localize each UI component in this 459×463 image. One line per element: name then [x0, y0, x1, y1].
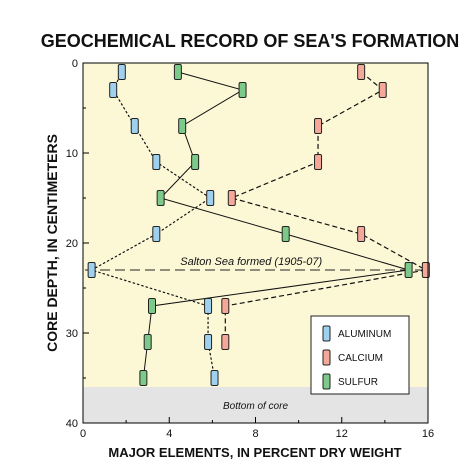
- data-point-aluminum: [87, 262, 96, 278]
- bottom-of-core-annotation: Bottom of core: [223, 401, 288, 412]
- x-tick-label: 4: [166, 428, 172, 440]
- data-point-sulfur: [143, 334, 152, 350]
- y-tick-label: 20: [66, 238, 78, 250]
- y-tick-label: 10: [66, 148, 78, 160]
- chart-title: GEOCHEMICAL RECORD OF SEA'S FORMATION: [41, 31, 459, 51]
- data-point-aluminum: [152, 226, 161, 242]
- salton-sea-annotation: Salton Sea formed (1905-07): [180, 256, 322, 268]
- data-point-sulfur: [139, 370, 148, 386]
- data-point-aluminum: [117, 64, 126, 80]
- y-tick-label: 30: [66, 328, 78, 340]
- data-point-calcium: [314, 154, 323, 170]
- data-point-calcium: [314, 118, 323, 134]
- y-tick-label: 40: [66, 418, 78, 430]
- x-axis-label: MAJOR ELEMENTS, IN PERCENT DRY WEIGHT: [108, 445, 401, 460]
- data-point-sulfur: [173, 64, 182, 80]
- y-tick-label: 0: [72, 58, 78, 70]
- data-point-calcium: [378, 82, 387, 98]
- data-point-sulfur: [156, 190, 165, 206]
- data-point-aluminum: [206, 190, 215, 206]
- data-point-sulfur: [191, 154, 200, 170]
- legend-swatch-aluminum: [322, 325, 331, 342]
- data-point-calcium: [221, 298, 230, 314]
- data-point-sulfur: [148, 298, 156, 314]
- legend-label-aluminum: ALUMINUM: [338, 329, 391, 340]
- data-point-calcium: [357, 64, 366, 80]
- series-line-aluminum: [90, 71, 216, 379]
- data-point-calcium: [221, 334, 230, 350]
- data-point-aluminum: [152, 154, 161, 170]
- data-point-sulfur: [281, 226, 290, 242]
- x-tick-label: 0: [80, 428, 86, 440]
- data-point-sulfur: [178, 118, 187, 134]
- series-line-sulfur: [142, 71, 409, 379]
- legend-label-calcium: CALCIUM: [338, 353, 383, 364]
- y-axis-label: CORE DEPTH, IN CENTIMETERS: [44, 134, 60, 352]
- plot-frame: [82, 62, 429, 424]
- x-tick-label: 8: [252, 428, 258, 440]
- x-tick-label: 16: [422, 428, 434, 440]
- data-point-sulfur: [404, 262, 413, 278]
- data-point-calcium: [227, 190, 236, 206]
- data-point-calcium: [357, 226, 366, 242]
- data-point-sulfur: [238, 82, 247, 98]
- data-point-aluminum: [204, 298, 213, 314]
- x-tick-label: 12: [336, 428, 348, 440]
- legend-swatch-sulfur: [322, 373, 331, 390]
- data-point-aluminum: [130, 118, 139, 134]
- legend-label-sulfur: SULFUR: [338, 377, 378, 388]
- data-point-aluminum: [204, 334, 213, 350]
- series-line-calcium: [224, 71, 428, 342]
- data-point-aluminum: [109, 82, 118, 98]
- legend-swatch-calcium: [322, 349, 331, 366]
- data-point-aluminum: [210, 370, 219, 386]
